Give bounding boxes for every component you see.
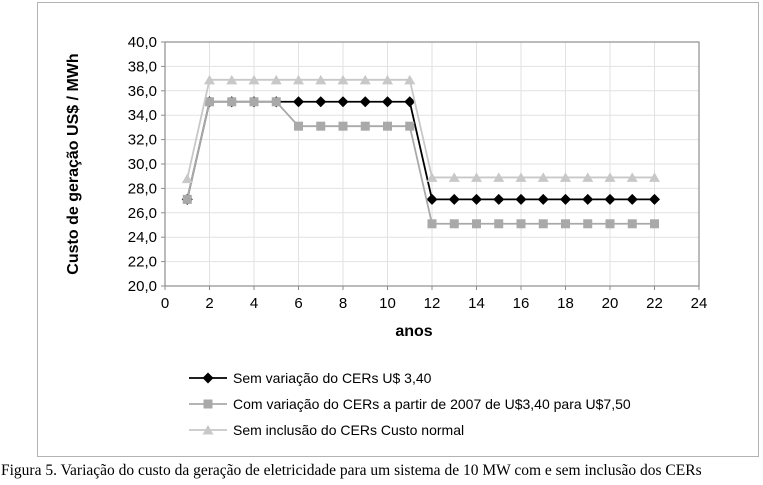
svg-text:20: 20	[602, 295, 619, 312]
svg-text:40,0: 40,0	[128, 34, 157, 51]
svg-text:14: 14	[468, 295, 485, 312]
legend-entry-sem-inclusao: Sem inclusão do CERs Custo normal	[189, 417, 631, 443]
legend-label: Sem inclusão do CERs Custo normal	[233, 422, 465, 438]
triangle-marker-icon	[189, 423, 227, 437]
svg-text:0: 0	[161, 295, 169, 312]
svg-text:30,0: 30,0	[128, 156, 157, 173]
svg-text:12: 12	[424, 295, 441, 312]
chart-svg: 0 2 4 6 8 10 12 14 16 18 20 22 2420,022,024,026,028,…	[65, 34, 708, 340]
svg-text:28,0: 28,0	[128, 180, 157, 197]
svg-text:Custo de geração US$ / MWh: Custo de geração US$ / MWh	[65, 53, 82, 274]
svg-text:26,0: 26,0	[128, 205, 157, 222]
legend-label: Com variação do CERs a partir de 2007 de…	[233, 396, 631, 412]
figure-caption: Figura 5. Variação do custo da geração d…	[1, 462, 702, 479]
svg-text:38,0: 38,0	[128, 58, 157, 75]
legend: Sem variação do CERs U$ 3,40 Com variaçã…	[189, 365, 631, 443]
svg-text:36,0: 36,0	[128, 83, 157, 100]
svg-text:22: 22	[646, 295, 663, 312]
legend-label: Sem variação do CERs U$ 3,40	[233, 370, 432, 386]
svg-text:8: 8	[339, 295, 347, 312]
legend-entry-com-variacao: Com variação do CERs a partir de 2007 de…	[189, 391, 631, 417]
svg-text:24,0: 24,0	[128, 229, 157, 246]
svg-text:22,0: 22,0	[128, 254, 157, 271]
svg-text:24: 24	[691, 295, 708, 312]
svg-text:10: 10	[379, 295, 396, 312]
svg-text:2: 2	[205, 295, 213, 312]
svg-text:16: 16	[513, 295, 530, 312]
svg-text:6: 6	[294, 295, 302, 312]
svg-text:34,0: 34,0	[128, 107, 157, 124]
diamond-marker-icon	[189, 371, 227, 385]
svg-text:20,0: 20,0	[128, 278, 157, 295]
svg-text:18: 18	[557, 295, 574, 312]
svg-text:anos: anos	[395, 323, 432, 340]
figure-frame: 0 2 4 6 8 10 12 14 16 18 20 22 24 20,0 22,0 24,0 26,0 28,…	[37, 2, 759, 457]
svg-text:32,0: 32,0	[128, 132, 157, 149]
svg-text:4: 4	[250, 295, 258, 312]
square-marker-icon	[189, 397, 227, 411]
legend-entry-sem-variacao: Sem variação do CERs U$ 3,40	[189, 365, 631, 391]
